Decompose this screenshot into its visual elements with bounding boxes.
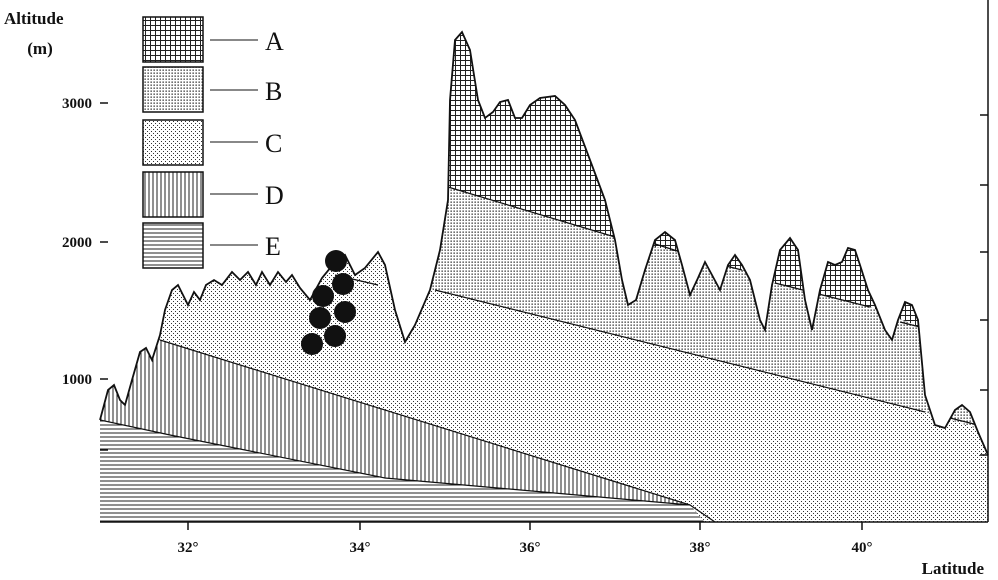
x-tick-label: 32° [178, 540, 199, 556]
figure: Altitude (m) 1000 2000 3000 32° 34° 36° … [0, 0, 998, 580]
x-tick-label: 40° [852, 540, 873, 556]
legend-label: B [265, 77, 282, 106]
y-axis-title: Altitude [4, 9, 64, 28]
x-tick-label: 36° [520, 540, 541, 556]
x-tick-label: 34° [350, 540, 371, 556]
legend-label: D [265, 181, 284, 210]
x-axis-title: Latitude [922, 559, 985, 578]
y-tick-label: 2000 [62, 235, 92, 251]
legend [143, 17, 258, 268]
y-axis-title: (m) [27, 39, 52, 58]
legend-label: A [265, 27, 284, 56]
legend-label: C [265, 129, 282, 158]
y-tick-label: 3000 [62, 96, 92, 112]
legend-label: E [265, 232, 281, 261]
x-tick-label: 38° [690, 540, 711, 556]
y-tick-label: 1000 [62, 372, 92, 388]
